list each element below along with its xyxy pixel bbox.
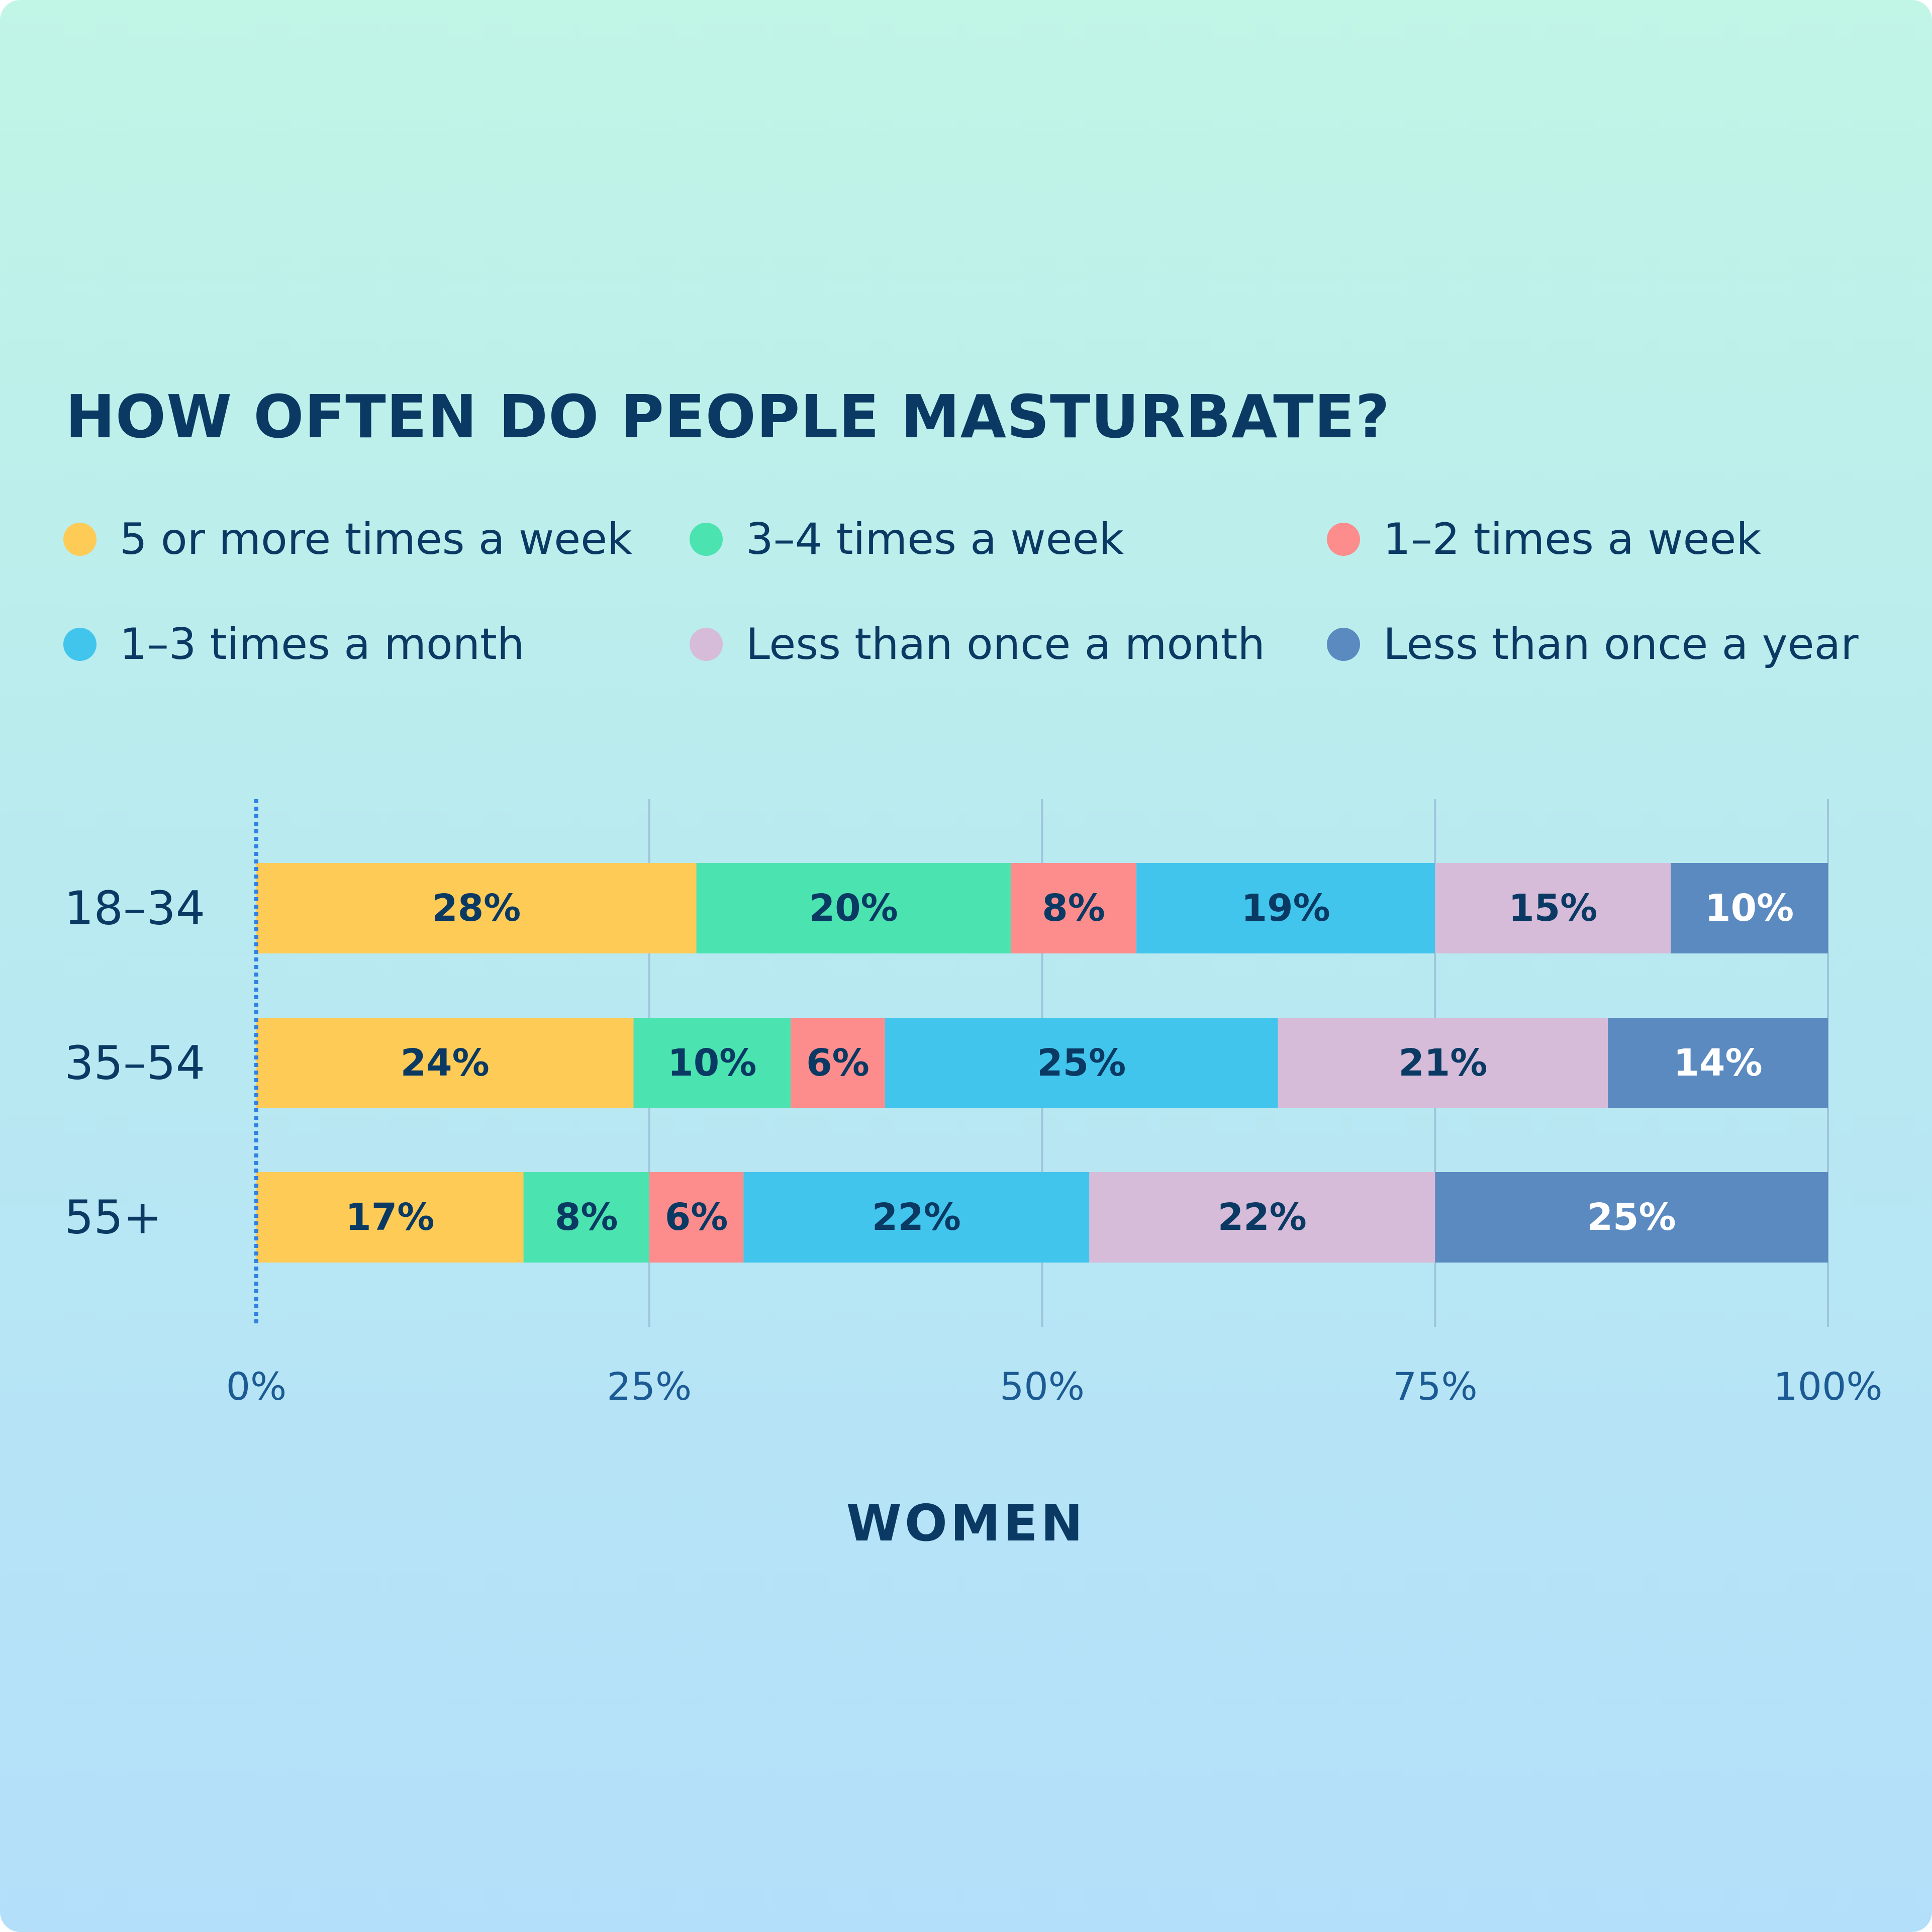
data-label: 6% — [806, 1041, 870, 1085]
legend-swatch — [1327, 628, 1360, 661]
x-tick-label: 25% — [607, 1364, 692, 1409]
data-label: 24% — [401, 1041, 490, 1085]
bar-segment — [1010, 863, 1137, 953]
data-label: 22% — [872, 1196, 961, 1239]
data-label: 10% — [1705, 887, 1794, 930]
bar-segment — [696, 863, 1011, 953]
x-tick-label: 75% — [1393, 1364, 1478, 1409]
bar-segment — [256, 1018, 634, 1108]
legend-item-5-or-more-per-week: 5 or more times a week — [63, 509, 632, 569]
legend-label: Less than once a month — [746, 619, 1265, 669]
legend-label: 3–4 times a week — [746, 514, 1124, 564]
data-label: 28% — [432, 887, 521, 930]
bar-segment — [1278, 1018, 1608, 1108]
category-label: 35–54 — [64, 1036, 205, 1090]
bar-segment — [1089, 1172, 1435, 1263]
legend-item-1-3-per-month: 1–3 times a month — [63, 614, 524, 674]
data-label: 15% — [1508, 887, 1597, 930]
chart-title: HOW OFTEN DO PEOPLE MASTURBATE? — [65, 382, 1390, 451]
data-label: 14% — [1674, 1041, 1763, 1085]
legend-swatch — [690, 523, 723, 556]
legend-swatch — [63, 628, 96, 661]
data-label: 8% — [1042, 887, 1105, 930]
legend-item-1-2-per-week: 1–2 times a week — [1327, 509, 1761, 569]
bar-segment — [791, 1018, 885, 1108]
bar-segment — [256, 1172, 524, 1263]
legend-item-less-than-yearly: Less than once a year — [1327, 614, 1859, 674]
data-label: 20% — [809, 887, 898, 930]
x-tick-label: 50% — [1000, 1364, 1085, 1409]
bar-segment — [256, 863, 697, 953]
data-label: 25% — [1037, 1041, 1126, 1085]
data-label: 10% — [667, 1041, 756, 1085]
data-label: 21% — [1398, 1041, 1487, 1085]
legend-label: 1–3 times a month — [120, 619, 525, 669]
legend-item-3-4-per-week: 3–4 times a week — [690, 509, 1124, 569]
data-label: 8% — [555, 1196, 618, 1239]
legend-label: 5 or more times a week — [120, 514, 632, 564]
bar-segment — [633, 1018, 791, 1108]
x-tick-label: 100% — [1773, 1364, 1882, 1409]
bar-segment — [885, 1018, 1278, 1108]
bar-segment — [523, 1172, 649, 1263]
data-label: 6% — [665, 1196, 728, 1239]
data-label: 17% — [345, 1196, 434, 1239]
bar-segment — [1608, 1018, 1828, 1108]
legend-swatch — [63, 523, 96, 556]
category-label: 18–34 — [64, 882, 205, 935]
bar-segment — [743, 1172, 1090, 1263]
bar-segment — [1671, 863, 1828, 953]
legend-swatch — [690, 628, 723, 661]
data-label: 25% — [1587, 1196, 1676, 1239]
data-label: 22% — [1218, 1196, 1307, 1239]
bar-segment — [649, 1172, 744, 1263]
x-axis-label: WOMEN — [846, 1494, 1086, 1553]
category-label: 55+ — [64, 1191, 162, 1244]
bar-segment — [1435, 1172, 1828, 1263]
x-tick-label: 0% — [226, 1364, 287, 1409]
bar-segment — [1136, 863, 1435, 953]
legend-item-less-than-monthly: Less than once a month — [690, 614, 1265, 674]
legend-label: 1–2 times a week — [1383, 514, 1762, 564]
legend-label: Less than once a year — [1383, 619, 1859, 669]
bar-segment — [1435, 863, 1671, 953]
legend-swatch — [1327, 523, 1360, 556]
data-label: 19% — [1241, 887, 1330, 930]
